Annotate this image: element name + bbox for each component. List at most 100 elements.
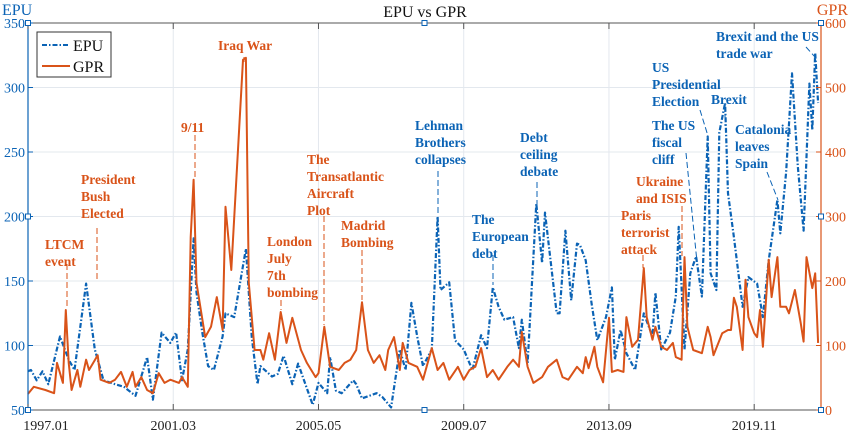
annotation-text: Debt: [520, 130, 548, 145]
annotations: LTCM event President Bush Elected 9/11 Iraq Wa…: [45, 29, 819, 325]
annotation: Lehman Brothers collapses: [415, 118, 466, 215]
gpr-series-line: [27, 56, 820, 395]
annotation-text: Plot: [307, 203, 331, 218]
annotation: The Transatlantic Aircraft Plot: [307, 152, 384, 325]
legend-gpr-label: GPR: [73, 59, 104, 76]
annotation-text: ceiling: [520, 147, 558, 162]
axis-marker: [818, 20, 824, 26]
annotation: LTCM event: [45, 237, 85, 308]
annotation-text: Aircraft: [307, 186, 354, 201]
annotation-text: July: [267, 251, 292, 266]
y-tick-label-right: 300: [825, 211, 846, 226]
annotation-text: collapses: [415, 152, 466, 167]
annotation-text: President: [81, 172, 136, 187]
annotation-text: Bombing: [341, 235, 394, 250]
axis-marker: [421, 20, 428, 26]
annotation: Madrid Bombing: [341, 218, 394, 300]
annotation-text: Bush: [81, 189, 111, 204]
y-tick-label-left: 350: [4, 17, 25, 32]
annotation-text: Lehman: [415, 118, 464, 133]
annotation-text: 9/11: [181, 120, 205, 135]
annotation-text: event: [45, 254, 76, 269]
annotation: Paris terrorist attack: [621, 208, 670, 268]
x-tick-label: 2005.05: [296, 419, 342, 433]
annotation-text: Paris: [621, 208, 651, 223]
annotation-text: Presidential: [652, 77, 721, 92]
annotation-text: US: [652, 60, 669, 75]
annotation-text: Brothers: [415, 135, 466, 150]
annotation: Brexit and the US trade war: [716, 29, 819, 61]
annotation-text: leaves: [735, 139, 770, 154]
annotation-text: European: [472, 229, 529, 244]
y-axis-right-label: GPR: [817, 2, 848, 19]
annotation: London July 7th bombing: [267, 234, 318, 310]
annotation-leader-line: [805, 46, 816, 58]
annotation-text: Elected: [81, 206, 124, 221]
y-tick-label-right: 200: [825, 275, 846, 290]
x-tick-label: 2019.11: [732, 419, 777, 433]
annotation-text: Transatlantic: [307, 169, 384, 184]
legend-box: [36, 31, 112, 78]
annotation: The US fiscal cliff: [652, 118, 698, 263]
annotation-text: Madrid: [341, 218, 386, 233]
axis-marker: [25, 20, 31, 26]
annotation: Ukraine and ISIS: [636, 174, 687, 256]
legend: EPU GPR: [36, 31, 112, 78]
y-tick-label-right: 400: [825, 146, 846, 161]
annotation-text: terrorist: [621, 225, 670, 240]
annotation-leader-line: [685, 152, 698, 263]
annotation-text: attack: [621, 242, 657, 257]
axis-marker: [421, 407, 428, 413]
y-axis-left-label: EPU: [2, 2, 33, 19]
y-tick-label-right: 600: [825, 17, 846, 32]
annotation: Iraq War: [218, 38, 272, 62]
annotation-text: Brexit: [711, 92, 747, 107]
annotation: Catalonia leaves Spain: [735, 122, 792, 201]
annotation-text: trade war: [716, 46, 773, 61]
annotation-text: Catalonia: [735, 122, 792, 137]
chart-title: EPU vs GPR: [383, 4, 467, 21]
axis-marker: [25, 407, 31, 413]
axis-marker: [25, 213, 31, 220]
annotation-text: debate: [520, 164, 558, 179]
annotation-text: Election: [652, 94, 700, 109]
y-tick-label-left: 300: [4, 82, 25, 97]
axis-marker: [818, 407, 824, 413]
annotation: President Bush Elected: [81, 172, 136, 282]
annotation-text: bombing: [267, 285, 318, 300]
series-layer: [27, 51, 820, 409]
annotation-text: and ISIS: [636, 191, 687, 206]
y-tick-label-left: 150: [4, 275, 25, 290]
x-tick-label: 2001.03: [150, 419, 196, 433]
annotation-text: The: [307, 152, 330, 167]
annotation-text: debt: [472, 246, 498, 261]
annotation: Brexit: [711, 92, 747, 126]
annotation-text: LTCM: [45, 237, 85, 252]
annotation: The European debt: [472, 212, 529, 285]
annotation-leader-line: [699, 109, 709, 137]
annotation: Debt ceiling debate: [520, 130, 558, 205]
y-tick-label-right: 100: [825, 340, 846, 355]
y-tick-label-left: 100: [4, 340, 25, 355]
legend-epu-label: EPU: [73, 38, 104, 55]
annotation-text: fiscal: [652, 135, 682, 150]
annotation-text: Spain: [735, 156, 769, 171]
epu-series-line: [27, 51, 820, 409]
y-tick-label-right: 0: [825, 404, 832, 419]
axis-marker: [818, 213, 824, 220]
annotation-text: cliff: [652, 152, 675, 167]
axes: 50 100 150 200 250 300 350 0 100 200 300 400 500 600 1…: [4, 17, 846, 433]
annotation-text: The US: [652, 118, 695, 133]
annotation: US Presidential Election: [652, 60, 721, 137]
y-tick-label-left: 200: [4, 211, 25, 226]
annotation-leader-line: [766, 171, 779, 201]
y-tick-label-left: 250: [4, 146, 25, 161]
annotation-text: Brexit and the US: [716, 29, 819, 44]
annotation-text: Iraq War: [218, 38, 272, 53]
x-tick-label: 1997.01: [23, 419, 69, 433]
y-tick-label-right: 500: [825, 82, 846, 97]
x-tick-label: 2009.07: [441, 419, 487, 433]
annotation: 9/11: [181, 120, 205, 178]
x-tick-label: 2013.09: [586, 419, 632, 433]
annotation-text: 7th: [267, 268, 286, 283]
